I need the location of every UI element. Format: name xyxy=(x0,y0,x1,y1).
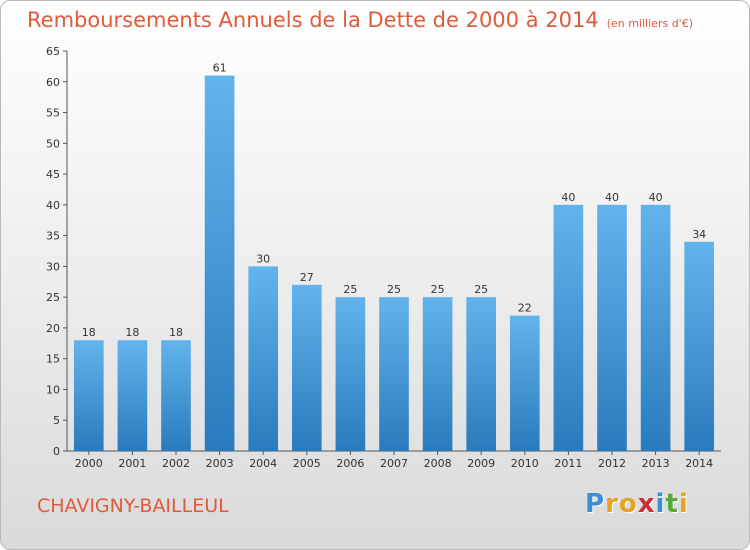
x-tick-label-2001: 2001 xyxy=(118,457,146,470)
proxiti-logo: Proxiti xyxy=(585,489,689,519)
x-tick-label-2009: 2009 xyxy=(467,457,495,470)
x-tick-label-2006: 2006 xyxy=(336,457,364,470)
value-label-2001: 18 xyxy=(125,326,139,339)
y-tick-label: 55 xyxy=(46,107,60,120)
logo-letter: i xyxy=(655,489,666,519)
bar-2013 xyxy=(640,204,671,451)
y-tick-label: 15 xyxy=(46,353,60,366)
bar-2007 xyxy=(379,297,409,451)
x-tick-label-2003: 2003 xyxy=(206,457,234,470)
x-tick-label-2011: 2011 xyxy=(554,457,582,470)
chart-title-block: Remboursements Annuels de la Dette de 20… xyxy=(27,8,693,32)
chart-subtitle: (en milliers d'€) xyxy=(606,17,693,30)
value-label-2011: 40 xyxy=(561,191,575,204)
y-tick-label: 50 xyxy=(46,137,60,150)
x-tick-label-2002: 2002 xyxy=(162,457,190,470)
y-tick-label: 45 xyxy=(46,168,60,181)
value-label-2006: 25 xyxy=(343,283,357,296)
value-label-2008: 25 xyxy=(431,283,445,296)
chart-title: Remboursements Annuels de la Dette de 20… xyxy=(27,8,599,32)
y-axis: 0 5 10 15 20 25 30 35 40 45 50 55 60 65 xyxy=(46,45,68,458)
logo-letter: t xyxy=(665,489,679,519)
y-tick-label: 40 xyxy=(46,199,60,212)
bar-2003 xyxy=(204,75,235,451)
commune-name: CHAVIGNY-BAILLEUL xyxy=(37,495,229,517)
bar-2010 xyxy=(509,315,540,451)
y-tick-label: 60 xyxy=(46,76,60,89)
value-label-2010: 22 xyxy=(518,302,532,315)
value-label-2014: 34 xyxy=(692,228,706,241)
value-label-2005: 27 xyxy=(300,271,314,284)
bar-2008 xyxy=(422,297,453,451)
value-label-2013: 40 xyxy=(649,191,663,204)
bar-2011 xyxy=(553,204,584,451)
bar-2002 xyxy=(161,340,191,451)
bar-2005 xyxy=(291,284,322,451)
logo-letter: P xyxy=(585,489,606,519)
y-tick-label: 65 xyxy=(46,45,60,58)
x-tick-label-2014: 2014 xyxy=(685,457,713,470)
x-tick-label-2013: 2013 xyxy=(642,457,670,470)
logo-letter: i xyxy=(678,489,689,519)
x-tick-label-2012: 2012 xyxy=(598,457,626,470)
value-label-2003: 61 xyxy=(213,62,227,75)
x-tick-label-2007: 2007 xyxy=(380,457,408,470)
x-tick-label-2008: 2008 xyxy=(424,457,452,470)
x-axis: 2000 2001 2002 2003 2004 2005 2006 2007 2008 2009… xyxy=(67,450,721,470)
value-label-2002: 18 xyxy=(169,326,183,339)
x-tick-label-2004: 2004 xyxy=(249,457,277,470)
y-tick-label: 25 xyxy=(46,291,60,304)
logo-letter: x xyxy=(637,489,656,519)
y-tick-label: 5 xyxy=(53,414,60,427)
y-tick-label: 35 xyxy=(46,230,60,243)
bar-2000 xyxy=(73,340,104,451)
x-tick-label-2010: 2010 xyxy=(511,457,539,470)
logo-letter: o xyxy=(618,489,638,519)
y-tick-label: 10 xyxy=(46,383,60,396)
bar-2001 xyxy=(117,340,148,451)
bar-2009 xyxy=(466,297,497,451)
x-tick-label-2005: 2005 xyxy=(293,457,321,470)
bar-2004 xyxy=(248,266,279,451)
value-label-2007: 25 xyxy=(387,283,401,296)
value-label-2000: 18 xyxy=(82,326,96,339)
bar-2006 xyxy=(335,297,366,451)
value-label-2012: 40 xyxy=(605,191,619,204)
bars: 18 18 18 61 30 27 25 25 25 25 22 40 40 40 34 xyxy=(73,62,715,451)
y-tick-label: 20 xyxy=(46,322,60,335)
bar-2012 xyxy=(597,204,627,451)
value-label-2004: 30 xyxy=(256,252,270,265)
y-tick-label: 30 xyxy=(46,260,60,273)
y-tick-label: 0 xyxy=(53,445,60,458)
x-tick-label-2000: 2000 xyxy=(75,457,103,470)
value-label-2009: 25 xyxy=(474,283,488,296)
bar-2014 xyxy=(684,241,715,451)
logo-letter: r xyxy=(605,489,619,519)
